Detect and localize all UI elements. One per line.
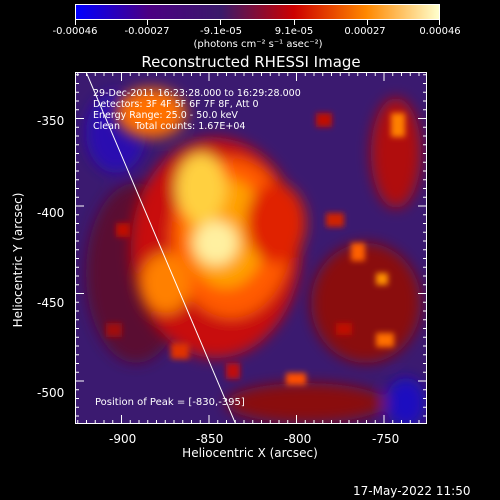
x-tick-label: -850 (196, 432, 224, 446)
y-tick-label: -350 (37, 114, 65, 128)
colorbar-label: -0.00027 (124, 26, 170, 37)
emission-core (116, 88, 306, 358)
y-tick-label: -400 (37, 206, 65, 220)
rhessi-image-panel (75, 72, 427, 424)
colorbar-label: 9.1e-05 (274, 26, 314, 37)
colorbar (75, 4, 440, 20)
emission-speckle (106, 113, 405, 385)
x-tick-label: -750 (372, 432, 400, 446)
y-tick-label: -450 (37, 296, 65, 310)
y-tick-label: -500 (37, 386, 65, 400)
info-energy-range: Energy Range: 25.0 - 50.0 keV (93, 110, 238, 121)
rhessi-image (76, 73, 426, 423)
colorbar-label: 0.00027 (344, 26, 386, 37)
colorbar-tick (147, 20, 148, 25)
x-tick-label: -900 (109, 432, 137, 446)
x-tick-label: -800 (284, 432, 312, 446)
colorbar-label: -0.00046 (52, 26, 98, 37)
colorbar-tick (75, 20, 76, 25)
colorbar-tick (220, 20, 221, 25)
datestamp: 17-May-2022 11:50 (353, 484, 471, 498)
colorbar-label: -9.1e-05 (200, 26, 242, 37)
x-axis-ticks (77, 73, 420, 423)
y-axis-ticks (76, 74, 426, 417)
info-method-counts: Clean Total counts: 1.67E+04 (93, 121, 246, 132)
colorbar-tick (439, 20, 440, 25)
solar-limb-line (86, 73, 236, 423)
info-detectors: Detectors: 3F 4F 5F 6F 7F 8F, Att 0 (93, 99, 259, 110)
peak-position: Position of Peak = [-830,-395] (95, 397, 245, 408)
image-title: Reconstructed RHESSI Image (141, 53, 361, 71)
y-axis-label: Heliocentric Y (arcsec) (11, 192, 25, 328)
colorbar-label: 0.00046 (419, 26, 461, 37)
info-time-range: 29-Dec-2011 16:23:28.000 to 16:29:28.000 (93, 88, 301, 99)
colorbar-tick (294, 20, 295, 25)
colorbar-units: (photons cm⁻² s⁻¹ asec⁻²) (193, 39, 323, 50)
colorbar-tick (367, 20, 368, 25)
x-axis-label: Heliocentric X (arcsec) (182, 446, 318, 460)
